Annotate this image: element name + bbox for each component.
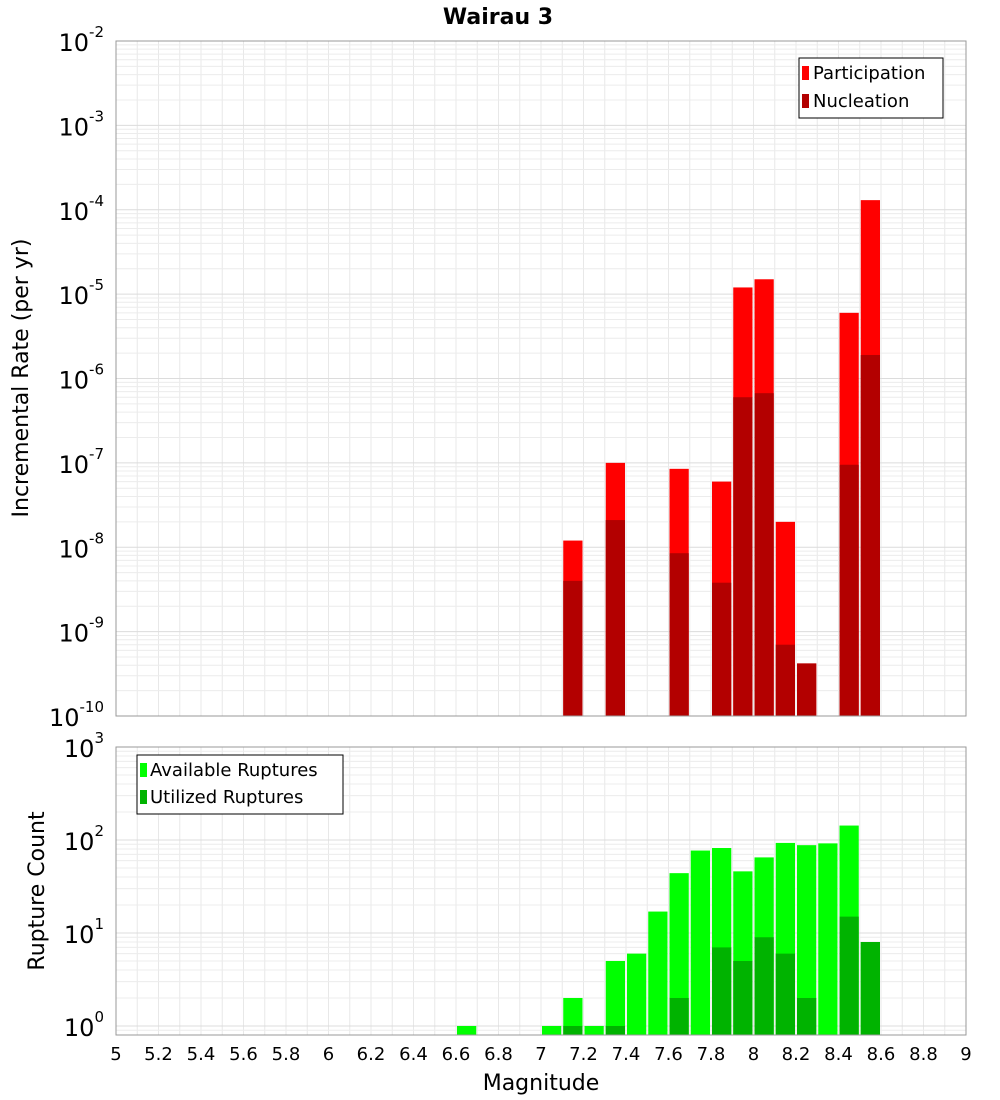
bar-available-ruptures-8-35: [818, 843, 838, 1035]
top-legend: Participation Nucleation: [798, 57, 944, 119]
x-tick-label: 8.4: [824, 1044, 853, 1065]
y-tick-label: 10-3: [58, 107, 104, 141]
x-tick-label: 8: [748, 1044, 759, 1065]
bar-utilized-ruptures-8-45: [839, 916, 859, 1035]
legend-swatch-utilized-ruptures: [140, 790, 147, 804]
bottom-y-axis-label: Rupture Count: [25, 811, 50, 971]
bar-utilized-ruptures-8-25: [797, 997, 817, 1035]
x-tick-label: 9: [960, 1044, 971, 1065]
x-tick-label: 7.6: [654, 1044, 683, 1065]
bar-available-ruptures-7-45: [627, 953, 647, 1035]
bar-nucleation-7-95: [733, 397, 753, 716]
y-tick-label: 10-8: [58, 529, 104, 563]
bar-available-ruptures-7-25: [584, 1025, 604, 1035]
bar-nucleation-8-15: [775, 644, 795, 716]
top-plot-frame: [115, 40, 967, 717]
x-tick-label: 7.8: [697, 1044, 726, 1065]
y-tick-label: 100: [64, 1008, 104, 1042]
bar-available-ruptures-7-05: [542, 1025, 562, 1035]
chart-title: Wairau 3: [443, 5, 553, 30]
top-gridlines: [115, 40, 967, 717]
bar-nucleation-7-15: [563, 580, 583, 716]
x-tick-labels: 5 5.2 5.4 5.6 5.8 6 6.2 6.4 6.6 6.8 7 7.2 7.4 7.6 7.8 8…: [110, 1044, 971, 1065]
top-y-tick-labels: 10-10 10-9 10-8 10-7 10-6 10-5 10-4 10-3 10-2: [49, 23, 104, 732]
bar-utilized-ruptures-7-15: [563, 1025, 583, 1035]
x-tick-label: 6.8: [484, 1044, 513, 1065]
bar-nucleation-8-25: [797, 663, 817, 716]
bar-nucleation-8-45: [839, 464, 859, 716]
x-tick-label: 5.4: [187, 1044, 216, 1065]
y-tick-label: 10-5: [58, 276, 104, 310]
bar-nucleation-8-05: [754, 393, 774, 716]
x-tick-label: 5: [110, 1044, 121, 1065]
bar-utilized-ruptures-8-15: [775, 953, 795, 1035]
bar-available-ruptures-6-65: [457, 1025, 477, 1035]
x-tick-label: 7.2: [569, 1044, 598, 1065]
bar-nucleation-7-35: [605, 520, 625, 716]
x-tick-label: 7: [535, 1044, 546, 1065]
y-tick-label: 10-4: [58, 192, 104, 226]
y-tick-label: 101: [64, 915, 104, 949]
bar-available-ruptures-7-65: [669, 873, 689, 1035]
bottom-legend-box: [136, 754, 344, 815]
bar-available-ruptures-8-25: [797, 845, 817, 1035]
y-tick-label: 103: [64, 729, 104, 763]
legend-swatch-participation: [802, 66, 809, 80]
legend-swatch-available-ruptures: [140, 763, 147, 777]
bar-available-ruptures-7-15: [563, 997, 583, 1035]
bar-utilized-ruptures-7-85: [712, 947, 732, 1035]
bar-available-ruptures-7-75: [690, 850, 710, 1035]
x-tick-label: 5.6: [229, 1044, 258, 1065]
y-tick-label: 10-9: [58, 614, 104, 648]
y-tick-label: 10-7: [58, 445, 104, 479]
y-tick-label: 10-6: [58, 361, 104, 395]
bottom-y-tick-labels: 100 101 102 103: [64, 729, 104, 1042]
x-tick-label: 8.8: [909, 1044, 938, 1065]
bar-available-ruptures-7-35: [605, 960, 625, 1035]
bar-utilized-ruptures-7-65: [669, 997, 689, 1035]
legend-label-available-ruptures: Available Ruptures: [150, 760, 318, 781]
bottom-bars: [457, 825, 880, 1035]
legend-label-utilized-ruptures: Utilized Ruptures: [150, 787, 303, 808]
bottom-plot-frame: [115, 746, 967, 1036]
x-tick-label: 8.6: [867, 1044, 896, 1065]
bar-utilized-ruptures-8-05: [754, 937, 774, 1035]
x-axis-label: Magnitude: [483, 1071, 600, 1096]
x-tick-label: 6.6: [442, 1044, 471, 1065]
bar-nucleation-7-65: [669, 553, 689, 716]
bar-utilized-ruptures-8-55: [860, 942, 880, 1035]
x-tick-label: 5.8: [272, 1044, 301, 1065]
y-tick-label: 102: [64, 822, 104, 856]
bar-utilized-ruptures-7-35: [605, 1025, 625, 1035]
legend-swatch-nucleation: [802, 94, 809, 108]
y-tick-label: 10-10: [49, 698, 104, 732]
top-legend-box: [798, 57, 944, 119]
bar-nucleation-8-55: [860, 354, 880, 716]
bottom-legend: Available Ruptures Utilized Ruptures: [136, 754, 344, 815]
legend-label-nucleation: Nucleation: [813, 91, 909, 112]
x-tick-label: 6: [323, 1044, 334, 1065]
legend-label-participation: Participation: [813, 63, 925, 84]
x-tick-label: 5.2: [144, 1044, 173, 1065]
y-tick-label: 10-2: [58, 23, 104, 57]
top-bars: [563, 200, 880, 716]
bar-utilized-ruptures-7-95: [733, 960, 753, 1035]
x-tick-label: 6.4: [399, 1044, 428, 1065]
bar-available-ruptures-7-55: [648, 911, 668, 1035]
x-tick-label: 7.4: [612, 1044, 641, 1065]
x-tick-label: 8.2: [782, 1044, 811, 1065]
bar-nucleation-7-85: [712, 582, 732, 716]
x-tick-label: 6.2: [357, 1044, 386, 1065]
top-y-axis-label: Incremental Rate (per yr): [9, 239, 34, 518]
